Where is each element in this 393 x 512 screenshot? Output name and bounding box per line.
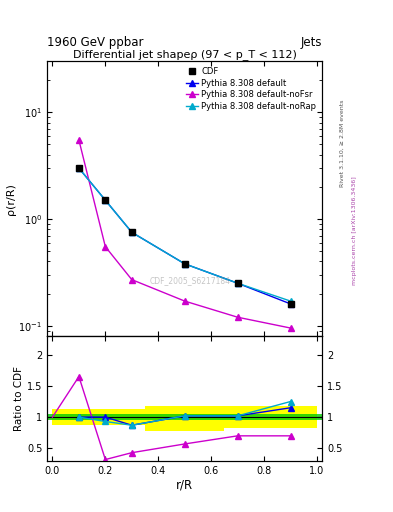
CDF [288, 301, 293, 307]
CDF [182, 261, 187, 267]
Line: CDF: CDF [75, 165, 294, 307]
Pythia 8.308 default-noFsr [77, 137, 81, 143]
Text: Rivet 3.1.10, ≥ 2.8M events: Rivet 3.1.10, ≥ 2.8M events [340, 100, 345, 187]
Pythia 8.308 default-noRap [129, 229, 134, 236]
Text: CDF_2005_S6217184: CDF_2005_S6217184 [150, 276, 231, 286]
Pythia 8.308 default-noRap [103, 197, 108, 203]
CDF [235, 280, 240, 286]
Text: 1960 GeV ppbar: 1960 GeV ppbar [47, 36, 144, 49]
Y-axis label: Ratio to CDF: Ratio to CDF [14, 366, 24, 431]
Pythia 8.308 default [77, 165, 81, 171]
CDF [103, 197, 108, 203]
Pythia 8.308 default-noFsr [182, 298, 187, 304]
Pythia 8.308 default-noFsr [103, 244, 108, 250]
Line: Pythia 8.308 default-noFsr: Pythia 8.308 default-noFsr [76, 137, 293, 331]
Text: mcplots.cern.ch [arXiv:1306.3436]: mcplots.cern.ch [arXiv:1306.3436] [352, 176, 357, 285]
Pythia 8.308 default [129, 229, 134, 236]
Pythia 8.308 default-noFsr [129, 276, 134, 283]
Title: Differential jet shapeρ (97 < p_T < 112): Differential jet shapeρ (97 < p_T < 112) [73, 49, 297, 60]
Pythia 8.308 default-noRap [235, 280, 240, 286]
Pythia 8.308 default-noRap [288, 298, 293, 304]
Pythia 8.308 default [103, 197, 108, 203]
Line: Pythia 8.308 default-noRap: Pythia 8.308 default-noRap [76, 165, 293, 304]
Pythia 8.308 default [182, 261, 187, 267]
Bar [47, 414, 322, 420]
Pythia 8.308 default [235, 280, 240, 286]
Y-axis label: ρ(r/R): ρ(r/R) [6, 183, 16, 215]
Pythia 8.308 default [288, 301, 293, 307]
CDF [77, 165, 81, 171]
Pythia 8.308 default-noFsr [288, 325, 293, 331]
Pythia 8.308 default-noFsr [235, 314, 240, 321]
Pythia 8.308 default-noRap [77, 165, 81, 171]
X-axis label: r/R: r/R [176, 478, 193, 492]
Legend: CDF, Pythia 8.308 default, Pythia 8.308 default-noFsr, Pythia 8.308 default-noRa: CDF, Pythia 8.308 default, Pythia 8.308 … [184, 66, 318, 113]
Line: Pythia 8.308 default: Pythia 8.308 default [76, 165, 293, 307]
Text: Jets: Jets [301, 36, 322, 49]
Pythia 8.308 default-noRap [182, 261, 187, 267]
CDF [129, 229, 134, 236]
